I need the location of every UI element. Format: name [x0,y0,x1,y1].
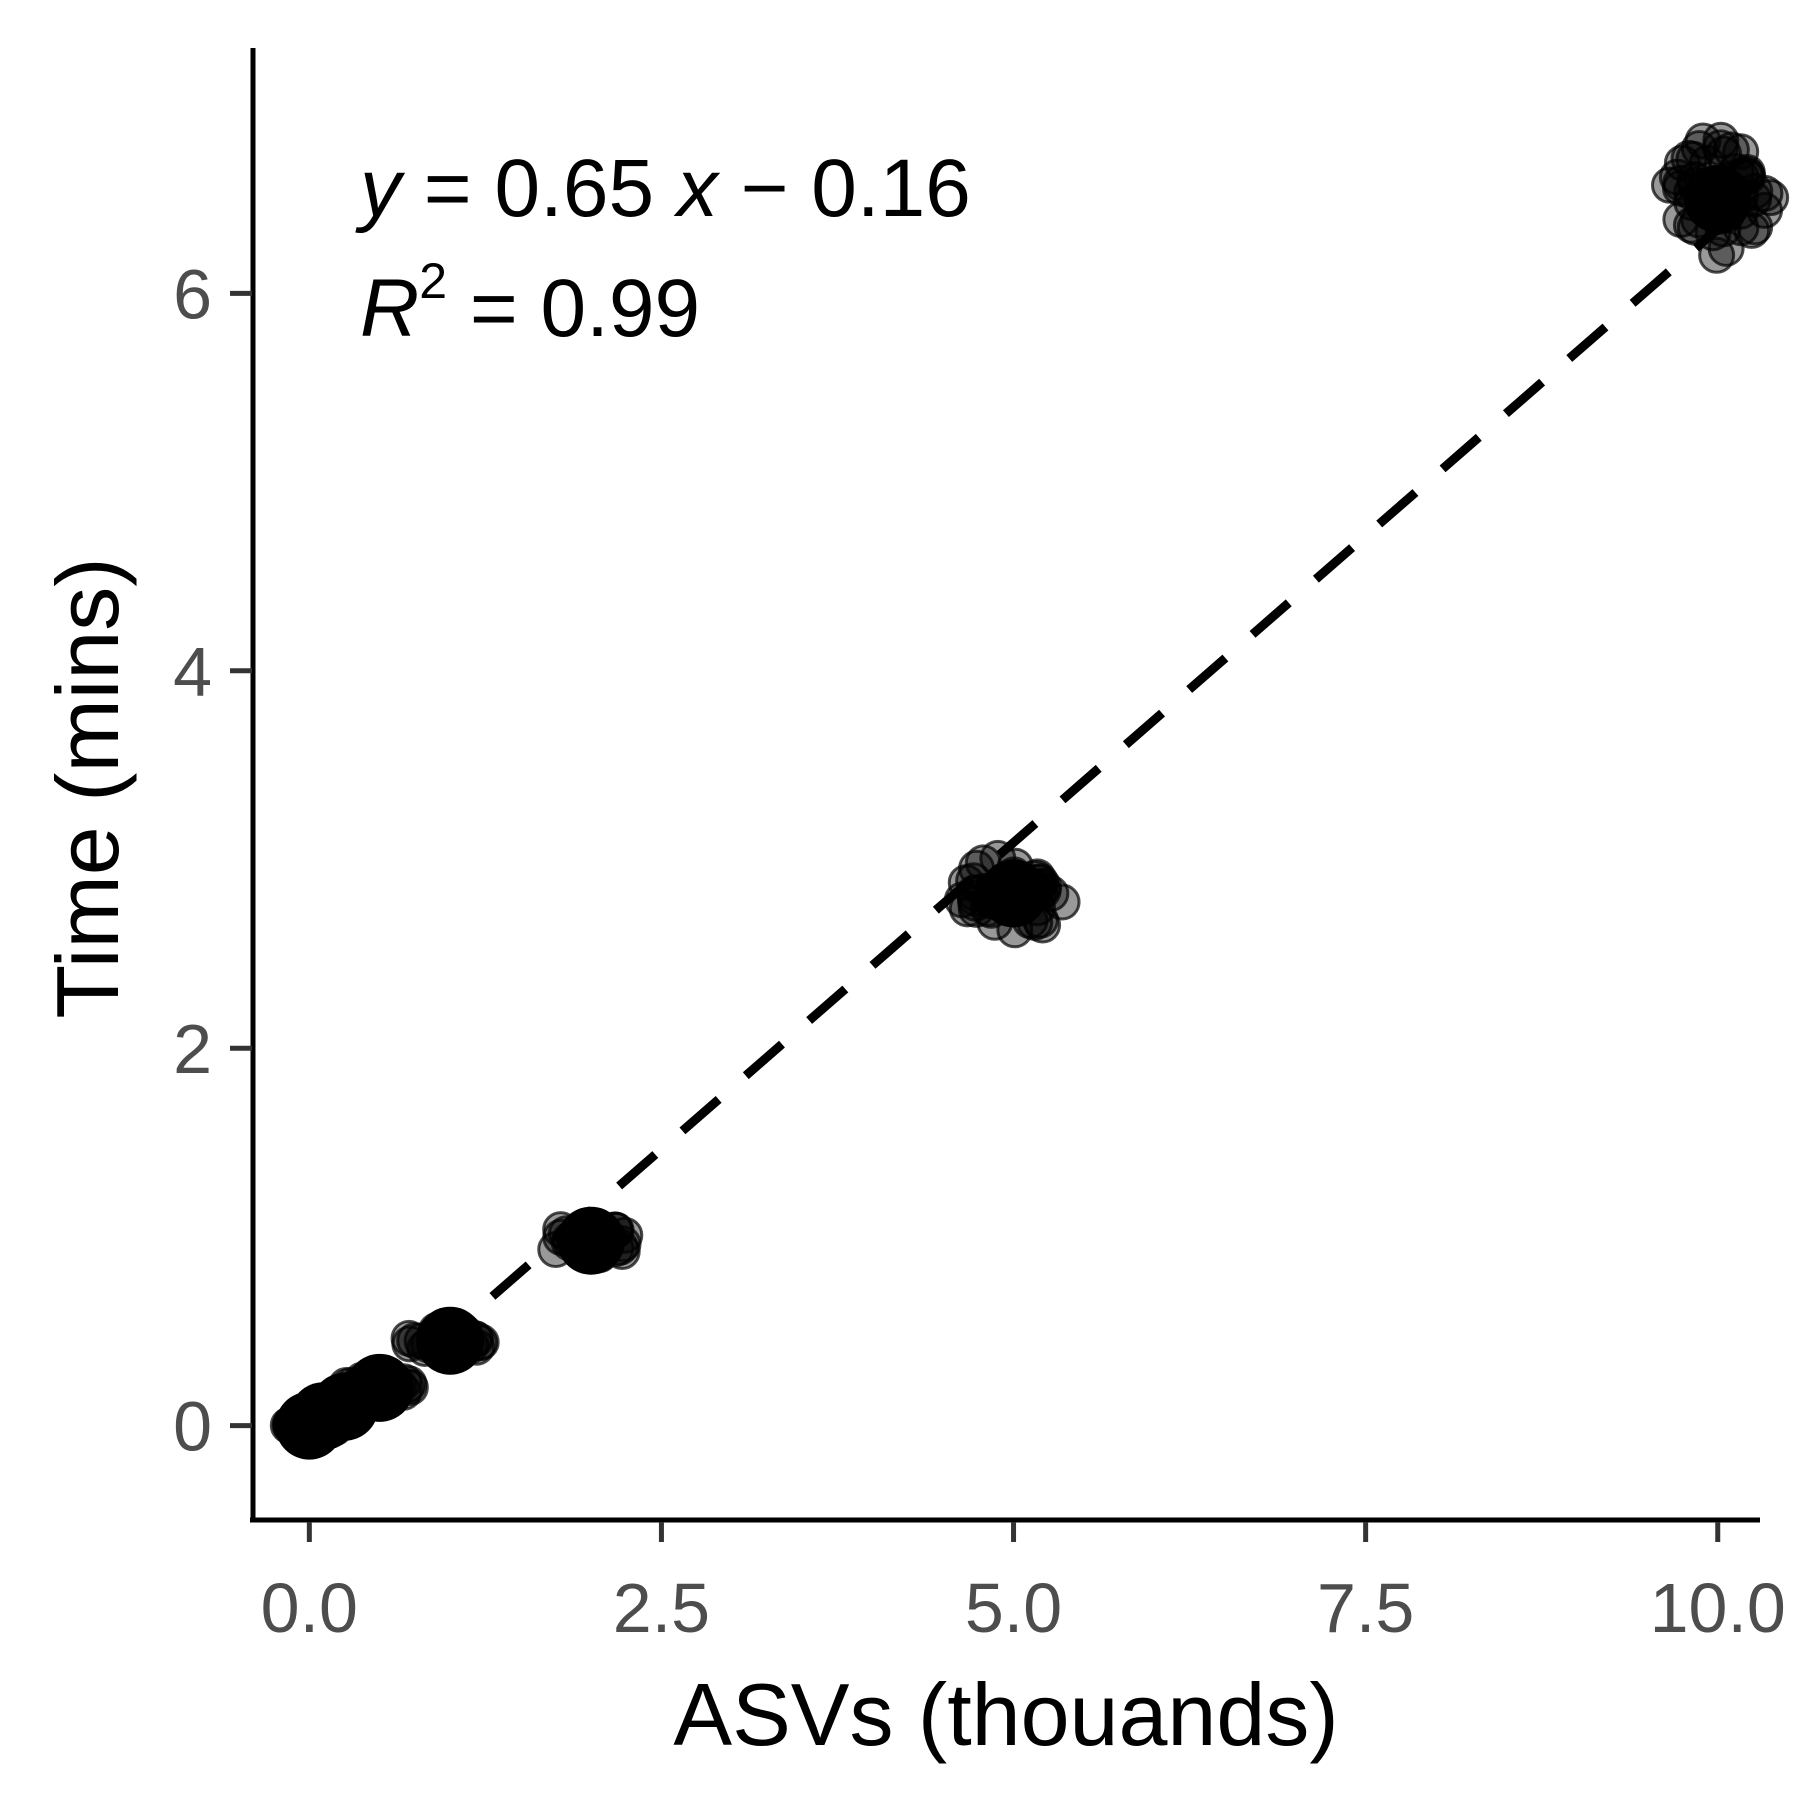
x-tick-label: 2.5 [613,1569,710,1647]
data-point [345,1353,414,1422]
equation-annotation: y = 0.65 x − 0.16 [355,143,971,234]
data-point [557,1206,626,1275]
data-point [1752,179,1790,217]
equation-middle: = 0.65 [401,143,677,234]
x-tick-label: 10.0 [1650,1569,1786,1647]
data-point [1698,236,1736,274]
y-tick-label: 6 [173,255,212,333]
equation-rest: − 0.16 [718,143,971,234]
equation-y-symbol: y [355,143,406,234]
y-axis-title: Time (mins) [38,557,137,1018]
r2-superscript: 2 [419,253,447,309]
y-tick-label: 2 [173,1010,212,1088]
x-axis-title: ASVs (thouands) [673,1665,1338,1764]
y-tick-label: 4 [173,633,212,711]
x-ticks: 0.0 2.5 5.0 7.5 10.0 [261,1522,1786,1647]
x-tick-label: 5.0 [965,1569,1062,1647]
x-tick-label: 7.5 [1317,1569,1414,1647]
equation-x-symbol: x [673,143,721,234]
data-point [979,859,1048,928]
data-point [1684,122,1722,160]
y-ticks: 0 2 4 6 [173,255,252,1466]
data-point [416,1306,485,1375]
y-tick-label: 0 [173,1388,212,1466]
r2-symbol: R [360,263,419,354]
r2-rest: = 0.99 [447,263,700,354]
fit-line [489,225,1721,1300]
r2-annotation: R2 = 0.99 [360,253,700,354]
x-tick-label: 0.0 [261,1569,358,1647]
data-point [1683,164,1752,233]
